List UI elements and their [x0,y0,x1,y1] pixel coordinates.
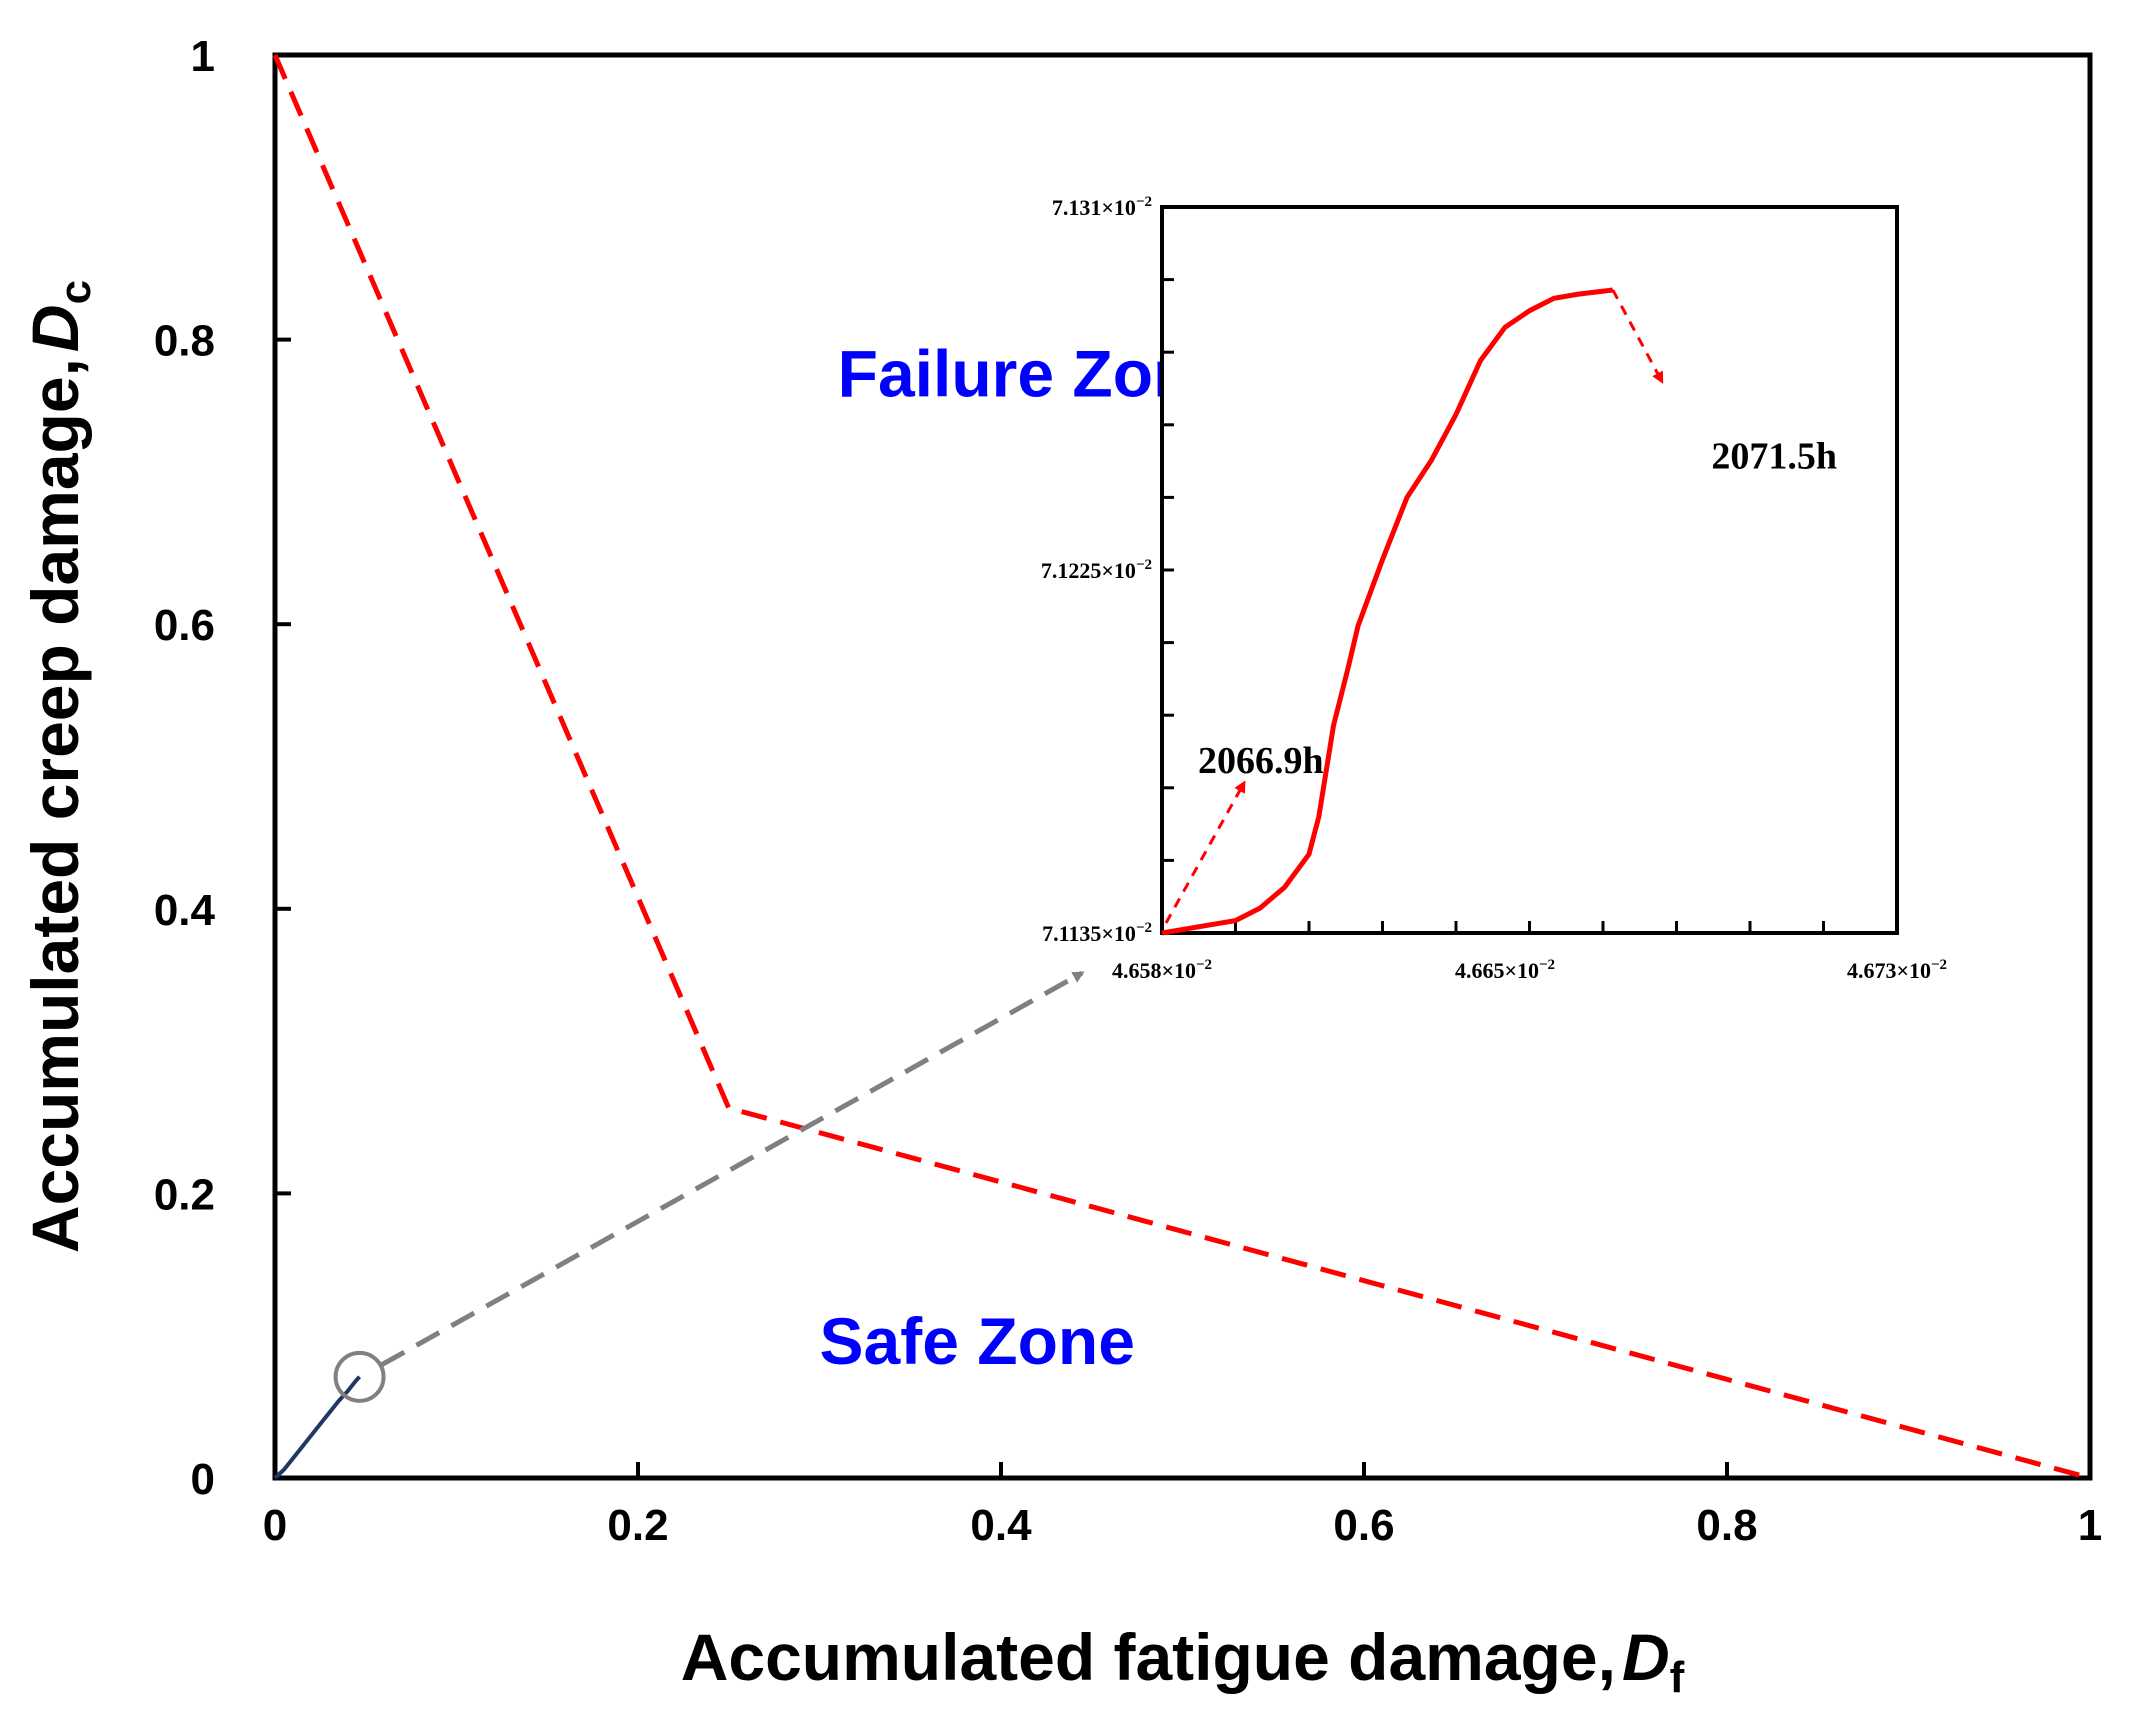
y-axis-title-text: Accumulated creep damage, [18,358,92,1253]
y-axis-symbol: D [18,304,92,352]
x-tick-label: 0.8 [1696,1501,1757,1550]
x-axis-subscript: f [1670,1653,1685,1702]
x-tick-label: 0.2 [607,1501,668,1550]
inset-start-arrow [1164,780,1246,924]
interaction-envelope-line [272,54,2091,1481]
inset-y-tick-exponent: −2 [1136,194,1152,210]
safe-zone-label: Safe Zone [820,1304,1135,1378]
inset-x-tick-label: 4.658×10−2 [1112,957,1212,983]
inset-y-tick-mantissa: 7.1225×10 [1041,558,1136,583]
x-axis-title-text: Accumulated fatigue damage, [681,1620,1616,1694]
x-axis-symbol: D [1622,1620,1670,1694]
x-axis-title: Accumulated fatigue damage,Df [681,1620,1685,1702]
y-tick-label: 0 [191,1455,215,1504]
inset-x-tick-exponent: −2 [1539,957,1555,973]
inset-y-tick-exponent: −2 [1136,920,1152,936]
y-tick-label: 0.6 [154,601,215,650]
inset-y-tick-label: 7.1225×10−2 [1041,557,1152,583]
inset-y-tick-mantissa: 7.1135×10 [1042,921,1136,946]
inset-x-tick-mantissa: 4.673×10 [1847,958,1931,983]
inset-x-tick-label: 4.673×10−2 [1847,957,1947,983]
inset-damage-curve [1161,287,1614,936]
y-tick-label: 0.4 [154,886,216,935]
y-axis-title: Accumulated creep damage, Dc [18,280,100,1253]
x-tick-label: 0 [263,1501,287,1550]
inset-x-tick-mantissa: 4.658×10 [1112,958,1196,983]
zoom-circle [333,1350,386,1403]
inset-x-tick-mantissa: 4.665×10 [1455,958,1539,983]
inset-x-tick-exponent: −2 [1196,957,1212,973]
inset-y-tick-exponent: −2 [1136,557,1152,573]
inset-y-tick-label: 7.1135×10−2 [1042,920,1152,946]
x-tick-label: 0.4 [970,1501,1032,1550]
plot-frame [272,52,2093,1481]
inset-y-tick-mantissa: 7.131×10 [1052,195,1136,220]
x-tick-label: 0.6 [1333,1501,1394,1550]
inset-x-tick-label: 4.665×10−2 [1455,957,1555,983]
zoom-connector-arrow [380,970,1085,1368]
start-time-label: 2066.9h [1198,740,1324,782]
damage-path-line [273,1375,362,1480]
x-tick-label: 1 [2078,1501,2102,1550]
inset-frame [1160,205,1899,935]
y-axis-subscript: c [51,280,100,304]
inset-y-tick-label: 7.131×10−2 [1052,194,1152,220]
y-tick-label: 0.2 [154,1170,215,1219]
y-tick-label: 0.8 [154,317,215,366]
end-time-label: 2071.5h [1711,435,1837,477]
inset-x-tick-exponent: −2 [1931,957,1947,973]
inset-plot: 4.658×10−2 4.665×10−2 4.673×10−27.1135×10−… [1041,194,1947,983]
y-tick-label: 1 [191,32,215,81]
